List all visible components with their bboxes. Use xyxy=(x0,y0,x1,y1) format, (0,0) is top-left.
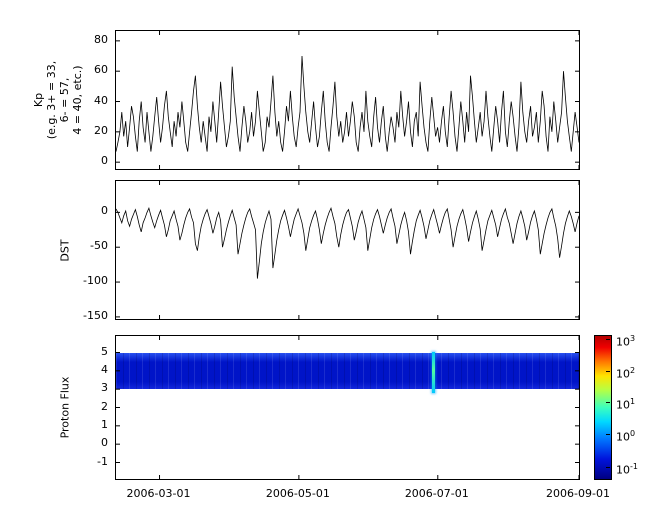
colorbar-tick-label: 100 xyxy=(616,428,636,444)
colorbar-tick-mark xyxy=(606,370,610,372)
proton-flux-band xyxy=(116,352,579,390)
kp-panel xyxy=(115,30,580,170)
colorbar-tick-label: 101 xyxy=(616,397,636,412)
y-tick-label: -50 xyxy=(90,239,108,253)
colorbar-tick-label: 103 xyxy=(616,334,636,349)
x-tick-label: 2006-07-01 xyxy=(404,487,469,500)
dst-panel xyxy=(115,180,580,320)
y-tick-label: 4 xyxy=(101,362,108,376)
y-tick-label: 20 xyxy=(94,123,108,137)
colorbar-tick-mark xyxy=(606,339,610,341)
kp-line-chart xyxy=(116,31,579,169)
colorbar-tick-label: 102 xyxy=(616,365,636,381)
y-tick-label: 40 xyxy=(94,93,108,107)
y-tick-label: 80 xyxy=(94,32,108,46)
y-tick-label: -100 xyxy=(83,274,108,288)
y-tick-label: 0 xyxy=(101,204,108,218)
y-tick-label: 1 xyxy=(101,417,108,431)
dst-line-chart xyxy=(116,181,579,319)
y-tick-label: -1 xyxy=(97,454,108,468)
y-tick-label: 60 xyxy=(94,63,108,77)
y-tick-label: 0 xyxy=(101,154,108,168)
y-tick-label: -150 xyxy=(83,308,108,322)
colorbar-tick-mark xyxy=(606,433,610,435)
proton-flux-panel xyxy=(115,335,580,480)
colorbar-tick-mark xyxy=(606,466,610,468)
y-tick-label: 5 xyxy=(101,344,108,358)
kp-axis-label-line-2: (e.g. 3+ = 33, xyxy=(44,60,58,140)
colorbar-tick-label: 10-1 xyxy=(616,461,638,477)
y-tick-label: 0 xyxy=(101,436,108,450)
proton-flux-event-spike xyxy=(431,351,435,394)
x-tick-label: 2006-09-01 xyxy=(546,487,610,500)
x-tick-label: 2006-03-01 xyxy=(126,487,191,500)
y-tick-label: 2 xyxy=(101,399,108,413)
colorbar-tick-mark xyxy=(606,402,610,404)
colorbar-gradient xyxy=(594,335,612,480)
kp-axis-label-line-1: Kp xyxy=(31,92,45,108)
x-tick-label: 2006-05-01 xyxy=(265,487,330,500)
proton-spectrogram xyxy=(116,336,579,479)
y-tick-label: 3 xyxy=(101,381,108,395)
